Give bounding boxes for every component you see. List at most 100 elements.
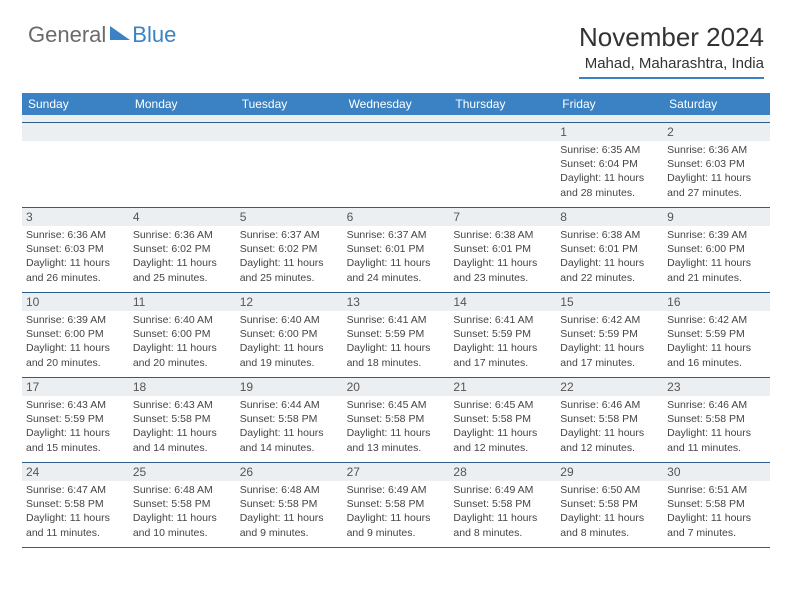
day-number: 1 xyxy=(556,123,663,141)
daylight1-text: Daylight: 11 hours xyxy=(560,256,659,270)
daylight1-text: Daylight: 11 hours xyxy=(26,426,125,440)
daylight2-text: and 25 minutes. xyxy=(240,271,339,285)
day-number xyxy=(129,123,236,141)
daylight1-text: Daylight: 11 hours xyxy=(133,426,232,440)
day-cell: 2Sunrise: 6:36 AMSunset: 6:03 PMDaylight… xyxy=(663,123,770,207)
day-number: 7 xyxy=(449,208,556,226)
day-cell: 16Sunrise: 6:42 AMSunset: 5:59 PMDayligh… xyxy=(663,293,770,377)
day-cell: 8Sunrise: 6:38 AMSunset: 6:01 PMDaylight… xyxy=(556,208,663,292)
sunset-text: Sunset: 5:58 PM xyxy=(453,412,552,426)
day-number: 21 xyxy=(449,378,556,396)
sunrise-text: Sunrise: 6:36 AM xyxy=(26,228,125,242)
sunset-text: Sunset: 5:59 PM xyxy=(560,327,659,341)
day-number: 13 xyxy=(343,293,450,311)
day-cell: 28Sunrise: 6:49 AMSunset: 5:58 PMDayligh… xyxy=(449,463,556,547)
sunset-text: Sunset: 6:03 PM xyxy=(667,157,766,171)
daylight1-text: Daylight: 11 hours xyxy=(667,426,766,440)
logo-word-general: General xyxy=(28,22,106,48)
daylight1-text: Daylight: 11 hours xyxy=(26,511,125,525)
sunset-text: Sunset: 6:00 PM xyxy=(667,242,766,256)
sunrise-text: Sunrise: 6:48 AM xyxy=(240,483,339,497)
sunset-text: Sunset: 6:02 PM xyxy=(133,242,232,256)
sunset-text: Sunset: 6:01 PM xyxy=(453,242,552,256)
sunset-text: Sunset: 5:58 PM xyxy=(347,412,446,426)
day-number xyxy=(449,123,556,141)
day-cell xyxy=(129,123,236,207)
sunrise-text: Sunrise: 6:35 AM xyxy=(560,143,659,157)
day-number: 15 xyxy=(556,293,663,311)
day-number: 25 xyxy=(129,463,236,481)
daylight1-text: Daylight: 11 hours xyxy=(347,341,446,355)
daylight2-text: and 9 minutes. xyxy=(240,526,339,540)
location: Mahad, Maharashtra, India xyxy=(579,55,764,79)
sunset-text: Sunset: 6:03 PM xyxy=(26,242,125,256)
sunrise-text: Sunrise: 6:42 AM xyxy=(667,313,766,327)
weekday-saturday: Saturday xyxy=(663,93,770,115)
sunset-text: Sunset: 5:58 PM xyxy=(133,412,232,426)
daylight2-text: and 16 minutes. xyxy=(667,356,766,370)
day-cell xyxy=(343,123,450,207)
day-cell: 23Sunrise: 6:46 AMSunset: 5:58 PMDayligh… xyxy=(663,378,770,462)
daylight2-text: and 12 minutes. xyxy=(560,441,659,455)
day-cell: 10Sunrise: 6:39 AMSunset: 6:00 PMDayligh… xyxy=(22,293,129,377)
week-row: 10Sunrise: 6:39 AMSunset: 6:00 PMDayligh… xyxy=(22,293,770,378)
daylight2-text: and 15 minutes. xyxy=(26,441,125,455)
day-number: 14 xyxy=(449,293,556,311)
day-number xyxy=(22,123,129,141)
day-cell: 18 Sunrise: 6:43 AMSunset: 5:58 PMDayligh… xyxy=(129,378,236,462)
day-number: 2 xyxy=(663,123,770,141)
weeks-container: 1Sunrise: 6:35 AMSunset: 6:04 PMDaylight… xyxy=(22,123,770,548)
day-cell: 15Sunrise: 6:42 AMSunset: 5:59 PMDayligh… xyxy=(556,293,663,377)
day-number xyxy=(236,123,343,141)
sunrise-text: Sunrise: 6:46 AM xyxy=(667,398,766,412)
day-number: 17 xyxy=(22,378,129,396)
sunset-text: Sunset: 6:00 PM xyxy=(240,327,339,341)
day-cell: 25Sunrise: 6:48 AMSunset: 5:58 PMDayligh… xyxy=(129,463,236,547)
week-row: 24Sunrise: 6:47 AMSunset: 5:58 PMDayligh… xyxy=(22,463,770,548)
daylight2-text: and 18 minutes. xyxy=(347,356,446,370)
daylight1-text: Daylight: 11 hours xyxy=(347,511,446,525)
day-cell: 21Sunrise: 6:45 AMSunset: 5:58 PMDayligh… xyxy=(449,378,556,462)
daylight2-text: and 14 minutes. xyxy=(240,441,339,455)
day-cell: 24Sunrise: 6:47 AMSunset: 5:58 PMDayligh… xyxy=(22,463,129,547)
daylight2-text: and 19 minutes. xyxy=(240,356,339,370)
week-row: 17Sunrise: 6:43 AMSunset: 5:59 PMDayligh… xyxy=(22,378,770,463)
daylight1-text: Daylight: 11 hours xyxy=(453,256,552,270)
daylight2-text: and 9 minutes. xyxy=(347,526,446,540)
weekday-thursday: Thursday xyxy=(449,93,556,115)
day-cell: 12Sunrise: 6:40 AMSunset: 6:00 PMDayligh… xyxy=(236,293,343,377)
sunset-text: Sunset: 6:00 PM xyxy=(26,327,125,341)
spacer-row xyxy=(22,115,770,123)
week-row: 3 Sunrise: 6:36 AMSunset: 6:03 PM Daylight… xyxy=(22,208,770,293)
sunrise-text: Sunrise: 6:38 AM xyxy=(453,228,552,242)
daylight2-text: and 7 minutes. xyxy=(667,526,766,540)
daylight1-text: Daylight: 11 hours xyxy=(133,341,232,355)
sunrise-text: Sunrise: 6:45 AM xyxy=(453,398,552,412)
day-cell: 29Sunrise: 6:50 AMSunset: 5:58 PMDayligh… xyxy=(556,463,663,547)
daylight2-text: and 22 minutes. xyxy=(560,271,659,285)
day-number: 3 xyxy=(22,208,129,226)
daylight2-text: and 8 minutes. xyxy=(453,526,552,540)
weekday-monday: Monday xyxy=(129,93,236,115)
sunrise-text: Sunrise: 6:39 AM xyxy=(667,228,766,242)
day-cell: 22Sunrise: 6:46 AMSunset: 5:58 PMDayligh… xyxy=(556,378,663,462)
sunset-text: Sunset: 5:58 PM xyxy=(347,497,446,511)
sunset-text: Sunset: 5:58 PM xyxy=(133,497,232,511)
day-cell xyxy=(236,123,343,207)
daylight1-text: Daylight: 11 hours xyxy=(560,426,659,440)
daylight2-text: and 20 minutes. xyxy=(26,356,125,370)
sunrise-text: Sunrise: 6:43 AM xyxy=(133,398,232,412)
daylight1-text: Daylight: 11 hours xyxy=(453,511,552,525)
day-number: 20 xyxy=(343,378,450,396)
sunset-text: Sunset: 6:01 PM xyxy=(560,242,659,256)
sunrise-text: Sunrise: 6:49 AM xyxy=(347,483,446,497)
day-number: 29 xyxy=(556,463,663,481)
title-block: November 2024 Mahad, Maharashtra, India xyxy=(579,22,764,79)
day-number: 18 xyxy=(129,378,236,396)
sunrise-text: Sunrise: 6:50 AM xyxy=(560,483,659,497)
sunset-text: Sunset: 5:59 PM xyxy=(667,327,766,341)
sunrise-text: Sunrise: 6:47 AM xyxy=(26,483,125,497)
day-cell: 17Sunrise: 6:43 AMSunset: 5:59 PMDayligh… xyxy=(22,378,129,462)
daylight1-text: Daylight: 11 hours xyxy=(667,511,766,525)
day-cell: 7 Sunrise: 6:38 AMSunset: 6:01 PMDaylight… xyxy=(449,208,556,292)
